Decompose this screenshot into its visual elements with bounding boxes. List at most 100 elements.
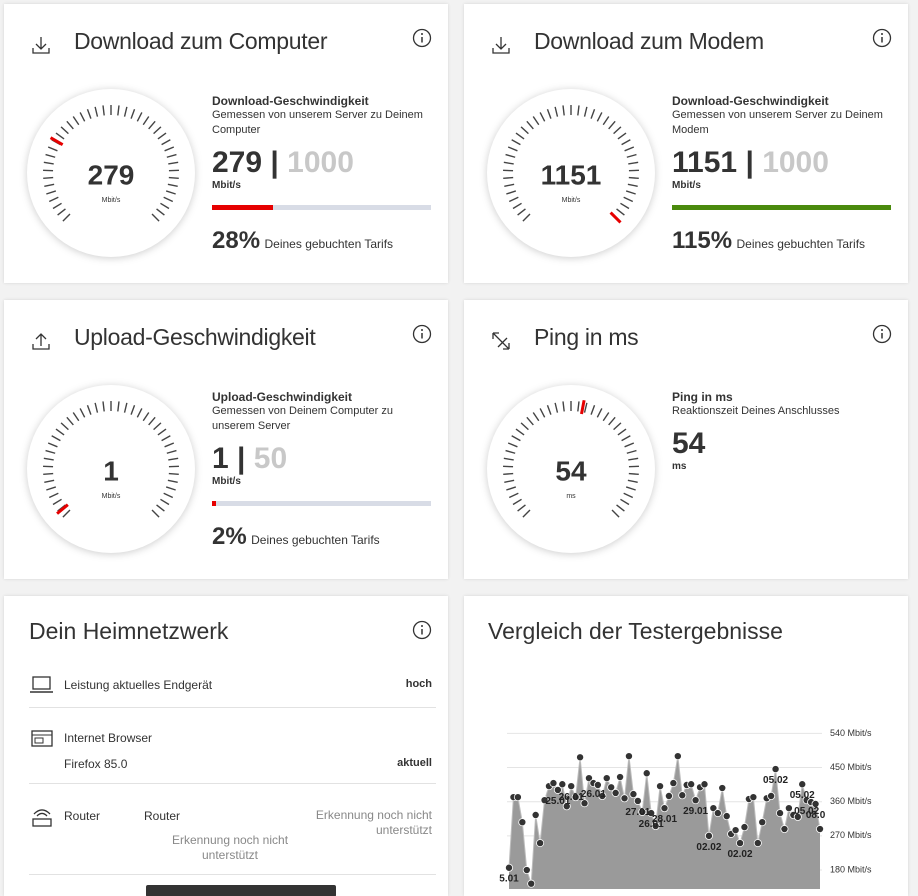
- point-annotation: 05.02: [790, 790, 815, 801]
- y-tick-label: 360 Mbit/s: [830, 796, 872, 806]
- data-point: [732, 827, 739, 834]
- data-point: [781, 825, 788, 832]
- separator: |: [745, 146, 753, 179]
- speed-description: Reaktionszeit Deines Anschlusses: [672, 404, 897, 419]
- y-tick-label: 540 Mbit/s: [830, 728, 872, 738]
- speed-description: Gemessen von unserem Server zu Deinem Mo…: [672, 108, 897, 138]
- progress-track: [212, 205, 431, 210]
- data-point: [603, 775, 610, 782]
- router-name: Router: [144, 809, 180, 823]
- point-annotation: 08.0: [806, 810, 826, 821]
- card-icon: [490, 330, 512, 352]
- data-point: [550, 780, 557, 787]
- separator: |: [237, 442, 245, 475]
- card-title: Ping in ms: [534, 324, 638, 351]
- data-point: [519, 819, 526, 826]
- gauge-tick: [43, 178, 53, 179]
- data-point: [799, 781, 806, 788]
- data-point: [719, 784, 726, 791]
- data-point: [816, 825, 823, 832]
- data-point: [523, 866, 530, 873]
- button[interactable]: [146, 885, 336, 896]
- share-text: Deines gebuchten Tarifs: [251, 533, 380, 547]
- data-point: [528, 880, 535, 887]
- point-annotation: 02.02: [696, 842, 721, 853]
- progress-track: [672, 205, 891, 210]
- data-point: [621, 795, 628, 802]
- speed-value: 279: [212, 146, 262, 179]
- data-point: [625, 753, 632, 760]
- speed-value-row: 54: [672, 427, 897, 461]
- data-point: [559, 781, 566, 788]
- data-point: [759, 819, 766, 826]
- info-icon[interactable]: [872, 324, 892, 344]
- card-title: Download zum Modem: [534, 28, 764, 55]
- card-title: Download zum Computer: [74, 28, 327, 55]
- info-icon[interactable]: [412, 324, 432, 344]
- speed-value: 1: [212, 442, 229, 475]
- speed-max: 1000: [287, 146, 354, 179]
- share-text: Deines gebuchten Tarifs: [737, 237, 866, 251]
- speed-description: Gemessen von Deinem Computer zu unserem …: [212, 404, 437, 434]
- data-point: [714, 809, 721, 816]
- data-point: [785, 805, 792, 812]
- point-annotation: 5.01: [499, 874, 519, 885]
- data-point: [576, 754, 583, 761]
- browser-name: Firefox 85.0: [64, 757, 127, 771]
- gauge-unit: ms: [566, 493, 576, 500]
- data-point: [688, 781, 695, 788]
- info-icon[interactable]: [412, 620, 432, 640]
- share-text: Deines gebuchten Tarifs: [265, 237, 394, 251]
- data-point: [701, 781, 708, 788]
- point-annotation: 02.02: [728, 849, 753, 860]
- data-point: [674, 753, 681, 760]
- speed-value: 1151: [672, 146, 737, 179]
- gauge-tick: [629, 178, 639, 179]
- info-icon[interactable]: [872, 28, 892, 48]
- data-point: [616, 773, 623, 780]
- data-point: [656, 783, 663, 790]
- data-point: [768, 792, 775, 799]
- info-icon[interactable]: [412, 28, 432, 48]
- card-title: Dein Heimnetzwerk: [29, 618, 228, 645]
- speed-value-row: 1 | 50: [212, 442, 437, 476]
- progress-fill: [672, 205, 891, 210]
- gauge: 54 ms: [486, 384, 656, 554]
- speed-label: Upload-Geschwindigkeit: [212, 390, 437, 404]
- gauge-unit: Mbit/s: [562, 197, 581, 204]
- data-point: [741, 824, 748, 831]
- data-point: [736, 839, 743, 846]
- speed-value-row: 279 | 1000: [212, 146, 437, 180]
- speed-max: 50: [254, 442, 287, 475]
- gauge-tick: [503, 474, 513, 475]
- laptop-icon: [30, 675, 54, 695]
- gauge-unit: Mbit/s: [102, 493, 121, 500]
- divider: [29, 707, 436, 708]
- progress-track: [212, 501, 431, 506]
- speed-unit: Mbit/s: [212, 476, 437, 488]
- speed-description: Gemessen von unserem Server zu Deinem Co…: [212, 108, 437, 138]
- point-annotation: 26.01: [581, 789, 606, 800]
- point-annotation: 29.01: [683, 806, 708, 817]
- gauge-tick: [503, 178, 513, 179]
- speed-value-row: 1151 | 1000: [672, 146, 897, 180]
- separator: |: [270, 146, 278, 179]
- gauge-value: 54: [555, 455, 587, 486]
- progress-fill: [212, 205, 273, 210]
- speed-label: Download-Geschwindigkeit: [212, 94, 437, 108]
- gauge-value: 279: [88, 159, 135, 190]
- speed-value: 54: [672, 427, 705, 460]
- gauge-tick: [629, 474, 639, 475]
- y-tick-label: 450 Mbit/s: [830, 762, 872, 772]
- data-point: [630, 791, 637, 798]
- data-point: [705, 832, 712, 839]
- data-point: [665, 792, 672, 799]
